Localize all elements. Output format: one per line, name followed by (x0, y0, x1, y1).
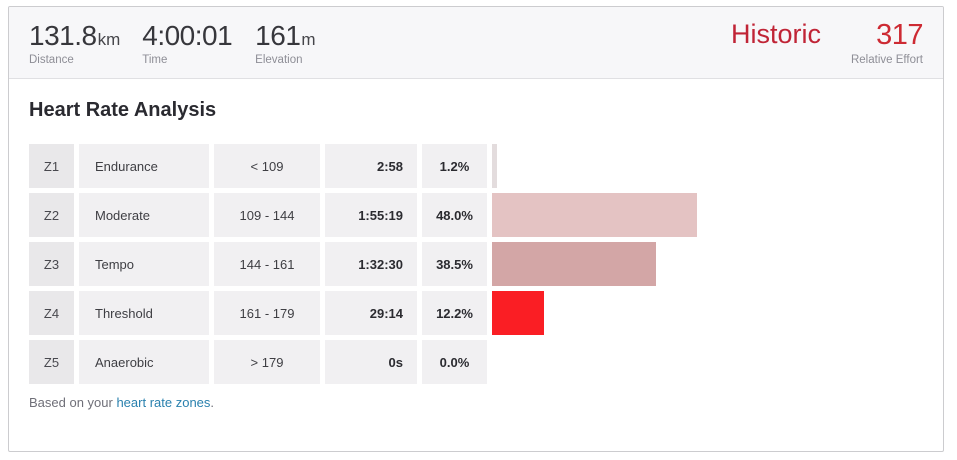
heart-rate-zones-link[interactable]: heart rate zones (116, 395, 211, 410)
zone-id-cell: Z3 (29, 242, 74, 286)
zone-percent-cell: 38.5% (422, 242, 487, 286)
zone-id-cell: Z2 (29, 193, 74, 237)
zone-bar-track (492, 193, 923, 237)
zone-row: Z3 Tempo 144 - 161 1:32:30 38.5% (29, 242, 923, 286)
zone-percent-cell: 12.2% (422, 291, 487, 335)
zone-bar-track (492, 144, 923, 188)
relative-effort-label: Relative Effort (850, 54, 923, 66)
zone-id-cell: Z4 (29, 291, 74, 335)
activity-stats-bar: 131.8 km Distance 4:00:01 Time 161 m Ele… (9, 7, 943, 79)
zone-bar-track (492, 340, 923, 384)
zone-time-cell: 29:14 (325, 291, 417, 335)
heart-rate-analysis-section: Heart Rate Analysis Z1 Endurance < 109 2… (9, 79, 943, 430)
stat-elevation: 161 m Elevation (255, 20, 315, 66)
zone-id-cell: Z1 (29, 144, 74, 188)
footnote-prefix: Based on your (29, 395, 117, 410)
zone-bar (492, 242, 657, 286)
stat-time: 4:00:01 Time (142, 20, 233, 66)
zone-time-cell: 1:55:19 (325, 193, 417, 237)
zone-name-cell: Threshold (79, 291, 209, 335)
zones-footnote: Based on your heart rate zones. (29, 395, 923, 410)
zone-row: Z1 Endurance < 109 2:58 1.2% (29, 144, 923, 188)
activity-card: 131.8 km Distance 4:00:01 Time 161 m Ele… (8, 6, 944, 452)
distance-unit: km (97, 29, 121, 49)
elevation-label: Elevation (255, 53, 303, 66)
zone-range-cell: < 109 (214, 144, 320, 188)
zone-range-cell: 109 - 144 (214, 193, 320, 237)
zone-name-cell: Moderate (79, 193, 209, 237)
zone-row: Z2 Moderate 109 - 144 1:55:19 48.0% (29, 193, 923, 237)
elevation-unit: m (301, 29, 316, 49)
section-title: Heart Rate Analysis (29, 99, 217, 121)
zone-id-cell: Z5 (29, 340, 74, 384)
stat-distance: 131.8 km Distance (29, 20, 120, 66)
zone-name-cell: Tempo (79, 242, 209, 286)
zone-range-cell: 144 - 161 (214, 242, 320, 286)
distance-label: Distance (29, 53, 74, 66)
zone-name-cell: Endurance (79, 144, 209, 188)
time-label: Time (142, 53, 168, 66)
zone-row: Z4 Threshold 161 - 179 29:14 12.2% (29, 291, 923, 335)
zone-range-cell: 161 - 179 (214, 291, 320, 335)
zone-percent-cell: 0.0% (422, 340, 487, 384)
relative-effort-value: 317 (876, 19, 923, 51)
zone-percent-cell: 48.0% (422, 193, 487, 237)
footnote-suffix: . (210, 395, 215, 410)
zone-percent-cell: 1.2% (422, 144, 487, 188)
zone-name-cell: Anaerobic (79, 340, 209, 384)
zone-time-cell: 2:58 (325, 144, 417, 188)
zone-table: Z1 Endurance < 109 2:58 1.2% Z2 Moderate… (29, 144, 923, 384)
time-value: 4:00:01 (142, 19, 233, 51)
zone-time-cell: 1:32:30 (325, 242, 417, 286)
zone-bar (492, 193, 697, 237)
distance-value: 131.8 (29, 19, 97, 51)
historic-badge: Historic (730, 19, 821, 49)
zone-bar-track (492, 291, 923, 335)
zone-bar-track (492, 242, 923, 286)
zone-bar (492, 144, 498, 188)
zone-range-cell: > 179 (214, 340, 320, 384)
zone-row: Z5 Anaerobic > 179 0s 0.0% (29, 340, 923, 384)
elevation-value: 161 (255, 19, 301, 51)
zone-bar (492, 291, 545, 335)
stat-relative-effort: 317 Relative Effort (850, 19, 924, 66)
zone-time-cell: 0s (325, 340, 417, 384)
